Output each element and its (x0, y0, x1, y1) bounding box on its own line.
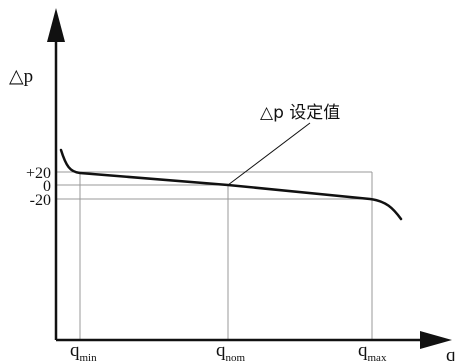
x-tick-qnom-sub: nom (226, 352, 246, 361)
setpoint-annotation: △p 设定值 (260, 103, 340, 123)
y-tick-label-zero: 0 (43, 178, 51, 195)
y-axis-arrow (47, 8, 65, 42)
x-tick-qnom-base: q (216, 340, 226, 361)
x-tick-qmax-sub: max (368, 352, 387, 361)
y-axis-label: △p (9, 66, 33, 87)
guide-lines (56, 171, 373, 340)
annotation-leader-line (227, 122, 311, 186)
x-tick-qmin-base: q (70, 340, 80, 361)
y-tick-label-plus20: +20 (26, 165, 51, 182)
x-tick-qmin-sub: min (80, 352, 98, 361)
x-axis-label: q (446, 345, 456, 361)
x-tick-label-qnom: qnom (216, 340, 246, 361)
x-tick-label-qmin: qmin (70, 340, 97, 361)
x-tick-label-qmax: qmax (358, 340, 387, 361)
x-tick-qmax-base: q (358, 340, 368, 361)
x-axis-arrow (420, 331, 452, 349)
axes (47, 8, 452, 349)
y-tick-label-minus20: -20 (30, 192, 51, 209)
